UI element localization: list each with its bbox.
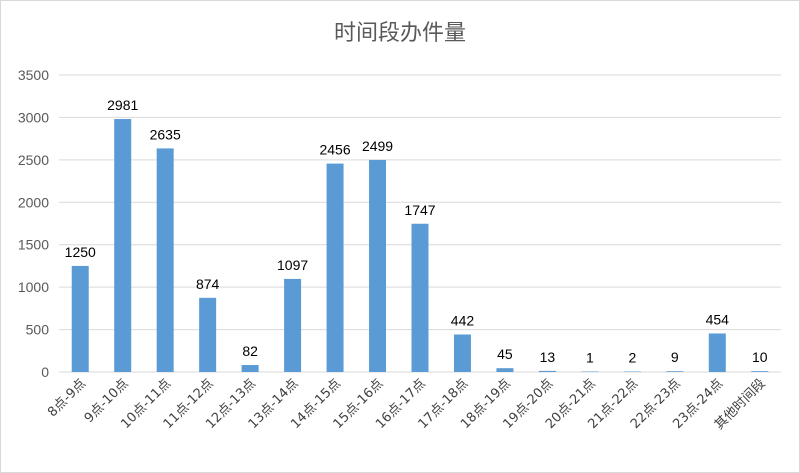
bars [71, 119, 769, 372]
y-tick-label: 500 [26, 322, 50, 338]
data-label: 454 [706, 311, 730, 327]
bar [369, 159, 387, 372]
bar [751, 371, 769, 372]
bar [241, 365, 259, 372]
bar [284, 278, 302, 372]
data-label: 9 [671, 349, 679, 365]
y-tick-label: 3500 [18, 67, 49, 83]
data-labels: 1250 2981 2635 874 82 1097 2456 2499 1747 442 45 13… [65, 97, 768, 365]
bar [623, 371, 641, 372]
data-label: 1097 [277, 257, 308, 273]
data-label: 2499 [362, 138, 393, 154]
data-label: 2456 [319, 142, 350, 158]
bar [114, 119, 132, 372]
data-label: 45 [497, 346, 513, 362]
bar [326, 163, 344, 372]
y-tick-label: 3000 [18, 109, 49, 125]
data-label: 874 [196, 276, 220, 292]
data-label: 442 [451, 312, 475, 328]
bar [71, 265, 89, 372]
data-label: 2635 [150, 126, 181, 142]
bar [496, 368, 514, 372]
y-tick-label: 1000 [18, 279, 49, 295]
bar [199, 297, 217, 372]
data-label: 10 [752, 349, 768, 365]
data-label: 82 [242, 343, 258, 359]
bar [708, 333, 726, 372]
data-label: 1 [586, 350, 594, 366]
data-label: 13 [540, 349, 556, 365]
chart-title: 时间段办件量 [333, 21, 466, 46]
y-tick-label: 1500 [18, 237, 49, 253]
bar [581, 371, 599, 372]
y-tick-label: 2500 [18, 152, 49, 168]
data-label: 2981 [107, 97, 138, 113]
bar [666, 371, 684, 372]
data-label: 1747 [404, 202, 435, 218]
bar [411, 223, 429, 372]
y-tick-label: 0 [41, 364, 49, 380]
data-label: 1250 [65, 244, 96, 260]
data-label: 2 [628, 350, 636, 366]
bar [538, 370, 556, 372]
y-tick-label: 2000 [18, 194, 49, 210]
x-axis-ticks: 8点-9点9点-10点10点-11点11点-12点12点-13点13点-14点1… [45, 376, 769, 433]
bar [156, 148, 174, 372]
bar [453, 334, 471, 372]
y-axis-ticks: 0 500 1000 1500 2000 2500 3000 3500 [18, 67, 49, 380]
